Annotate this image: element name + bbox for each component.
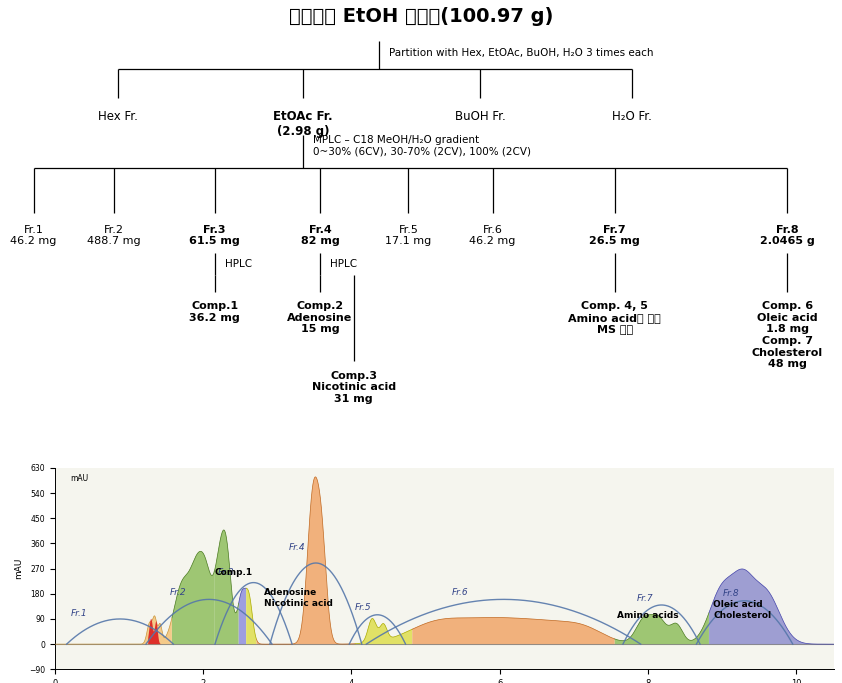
Text: Partition with Hex, EtOAc, BuOH, H₂O 3 times each: Partition with Hex, EtOAc, BuOH, H₂O 3 t…: [389, 48, 653, 57]
Text: Fr.1
46.2 mg: Fr.1 46.2 mg: [10, 225, 57, 247]
Text: Comp.2
Adenosine
15 mg: Comp.2 Adenosine 15 mg: [287, 301, 353, 335]
Text: Fr.4
82 mg: Fr.4 82 mg: [301, 225, 339, 247]
Text: Fr.3: Fr.3: [218, 568, 235, 577]
Text: HPLC: HPLC: [330, 259, 357, 269]
Text: EtOAc Fr.
(2.98 g): EtOAc Fr. (2.98 g): [274, 110, 333, 138]
Text: Comp.3
Nicotinic acid
31 mg: Comp.3 Nicotinic acid 31 mg: [312, 370, 396, 404]
Text: HPLC: HPLC: [225, 259, 252, 269]
Text: Fr.7: Fr.7: [637, 594, 653, 602]
Text: H₂O Fr.: H₂O Fr.: [611, 110, 652, 123]
Text: Fr.3
61.5 mg: Fr.3 61.5 mg: [189, 225, 240, 247]
Text: MPLC – C18 MeOH/H₂O gradient
0~30% (6CV), 30-70% (2CV), 100% (2CV): MPLC – C18 MeOH/H₂O gradient 0~30% (6CV)…: [313, 135, 531, 156]
Text: Fr.5: Fr.5: [355, 603, 372, 612]
Text: Amino acids: Amino acids: [617, 611, 679, 619]
Y-axis label: mAU: mAU: [14, 558, 24, 579]
Text: BuOH Fr.: BuOH Fr.: [455, 110, 505, 123]
Text: Fr.8: Fr.8: [722, 589, 739, 598]
Text: mAU: mAU: [71, 474, 88, 483]
Text: Fr.6: Fr.6: [451, 588, 468, 597]
Text: 장어근육 EtOH 추출물(100.97 g): 장어근육 EtOH 추출물(100.97 g): [289, 7, 553, 26]
Text: Fr.2: Fr.2: [170, 587, 186, 596]
Text: Hex Fr.: Hex Fr.: [98, 110, 138, 123]
Text: Fr.5
17.1 mg: Fr.5 17.1 mg: [386, 225, 431, 247]
Text: Oleic acid
Cholesterol: Oleic acid Cholesterol: [713, 600, 771, 619]
Text: Comp.1: Comp.1: [214, 568, 253, 577]
Text: Fr.4: Fr.4: [288, 543, 305, 552]
Text: Fr.2
488.7 mg: Fr.2 488.7 mg: [87, 225, 141, 247]
Text: Fr.1: Fr.1: [71, 609, 88, 617]
Text: Comp.1
36.2 mg: Comp.1 36.2 mg: [189, 301, 240, 323]
Text: Comp. 6
Oleic acid
1.8 mg
Comp. 7
Cholesterol
48 mg: Comp. 6 Oleic acid 1.8 mg Comp. 7 Choles…: [752, 301, 823, 370]
Text: Adenosine
Nicotinic acid: Adenosine Nicotinic acid: [264, 588, 333, 608]
Text: Fr.7
26.5 mg: Fr.7 26.5 mg: [589, 225, 640, 247]
Text: Fr.8
2.0465 g: Fr.8 2.0465 g: [759, 225, 815, 247]
Text: Comp. 4, 5
Amino acid로 추정
MS 의룰: Comp. 4, 5 Amino acid로 추정 MS 의룰: [568, 301, 661, 335]
Text: Fr.6
46.2 mg: Fr.6 46.2 mg: [469, 225, 516, 247]
